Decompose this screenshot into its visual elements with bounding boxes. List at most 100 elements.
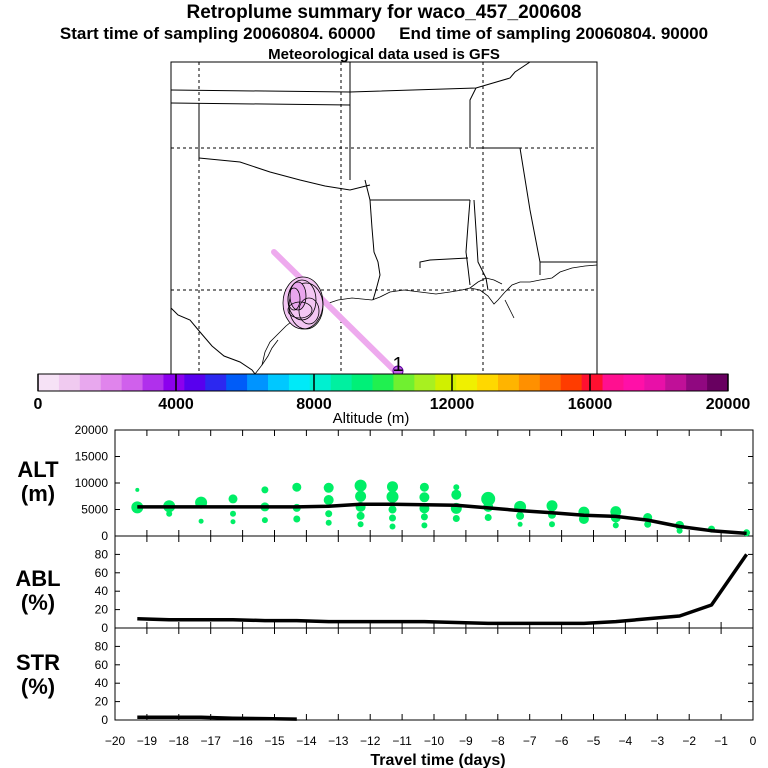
abl-y-tick-label: 40	[95, 584, 109, 598]
colorbar-cell	[205, 374, 227, 391]
colorbar-cell	[100, 374, 123, 391]
time-series-panels: ALT (m) ABL (%) STR (%) 0 5000 10000 15000 2…	[15, 423, 756, 768]
abl-y-tick-label: 20	[95, 603, 109, 617]
str-panel-unit: (%)	[21, 674, 55, 699]
colorbar-cell	[351, 374, 373, 391]
colorbar-tick-label: 12000	[430, 396, 475, 413]
str-panel-label: STR	[16, 650, 60, 675]
map-frame	[170, 61, 598, 375]
x-tick-label: −16	[232, 734, 253, 748]
alt-scatter-point	[676, 527, 683, 534]
str-y-tick-label: 0	[101, 713, 108, 727]
alt-scatter-point	[198, 518, 204, 524]
alt-panel-label: ALT	[17, 457, 59, 482]
alt-scatter-point	[481, 491, 496, 506]
colorbar-cell	[58, 374, 81, 391]
alt-scatter-point	[451, 489, 462, 500]
alt-y-tick-label: 0	[101, 529, 108, 543]
alt-scatter-point	[388, 505, 397, 514]
colorbar-cell	[581, 374, 603, 391]
alt-scatter-point	[517, 521, 523, 527]
x-tick-label: −17	[201, 734, 222, 748]
sampling-time-subtitle: Start time of sampling 20060804. 60000 E…	[59, 24, 709, 43]
alt-scatter-point	[419, 482, 429, 492]
alt-scatter-point	[387, 481, 398, 493]
colorbar-cell	[288, 374, 311, 391]
colorbar-cell	[477, 374, 499, 391]
x-tick-label: −19	[137, 734, 158, 748]
alt-y-tick-label: 20000	[75, 423, 109, 437]
x-tick-label: 0	[750, 734, 757, 748]
alt-scatter-point	[292, 482, 302, 492]
receptor-label: 1	[392, 354, 403, 376]
x-tick-label: −7	[523, 734, 537, 748]
x-tick-label: −14	[296, 734, 317, 748]
alt-scatter-point	[230, 510, 236, 517]
abl-panel-label: ABL	[15, 566, 60, 591]
abl-y-tick-label: 80	[95, 547, 109, 561]
alt-scatter-point	[421, 522, 428, 529]
alt-scatter-point	[356, 511, 365, 520]
x-tick-label: −13	[328, 734, 349, 748]
colorbar-tick-label: 4000	[158, 396, 194, 413]
x-tick-label: −10	[424, 734, 445, 748]
x-tick-label: −6	[555, 734, 569, 748]
colorbar-cell	[518, 374, 541, 391]
alt-scatter-point	[386, 490, 399, 503]
x-tick-label: −11	[392, 734, 412, 748]
abl-y-tick-label: 0	[101, 621, 108, 635]
alt-scatter-point	[389, 514, 396, 522]
colorbar-cell	[372, 374, 394, 391]
x-tick-label: −15	[264, 734, 285, 748]
chart-title: Retroplume summary for waco_457_200608	[186, 2, 582, 23]
alt-panel-unit: (m)	[21, 481, 55, 506]
plume-trace	[271, 249, 399, 375]
alt-scatter-point	[230, 519, 236, 525]
alt-scatter-point	[484, 514, 492, 521]
alt-y-tick-label: 5000	[81, 503, 108, 517]
alt-scatter-point	[325, 510, 333, 518]
alt-scatter-point	[420, 513, 428, 521]
x-tick-label: −1	[714, 734, 728, 748]
x-tick-label: −8	[491, 734, 505, 748]
abl-panel-unit: (%)	[21, 590, 55, 615]
colorbar-cell	[393, 374, 415, 391]
alt-scatter-point	[354, 479, 367, 492]
x-tick-label: −20	[105, 734, 126, 748]
colorbar-axis-label: Altitude (m)	[333, 410, 410, 427]
colorbar-cell	[644, 374, 666, 391]
alt-y-tick-label: 15000	[75, 450, 109, 464]
str-y-tick-label: 40	[95, 676, 109, 690]
colorbar-cell	[226, 374, 248, 391]
alt-scatter-point	[135, 487, 140, 492]
abl-line	[137, 553, 749, 626]
colorbar-cell	[686, 374, 708, 391]
str-line	[137, 715, 297, 721]
alt-scatter-point	[323, 482, 334, 493]
colorbar-cell	[560, 374, 583, 391]
colorbar-cell	[602, 374, 624, 391]
panels-frame	[114, 429, 754, 721]
alt-scatter-point	[549, 521, 555, 528]
colorbar-cell	[163, 374, 185, 391]
colorbar-tick-label: 0	[34, 396, 43, 413]
alt-scatter-point	[453, 484, 460, 491]
x-tick-label: −18	[169, 734, 190, 748]
colorbar-cell	[665, 374, 687, 391]
abl-y-tick-label: 60	[95, 566, 109, 580]
colorbar-cell	[268, 374, 290, 391]
colorbar-cell	[623, 374, 645, 391]
colorbar-cell	[414, 374, 436, 391]
colorbar-cell	[247, 374, 269, 391]
alt-scatter-point	[546, 500, 558, 512]
colorbar-cell	[121, 374, 143, 391]
alt-scatter-point	[357, 521, 364, 528]
alt-y-tick-label: 10000	[75, 476, 109, 490]
alt-scatter-point	[293, 515, 301, 523]
str-y-tick-label: 80	[95, 639, 109, 653]
colorbar-cell	[456, 374, 478, 391]
x-tick-label: −12	[360, 734, 381, 748]
map-state-borders	[170, 61, 597, 375]
colorbar-cell	[498, 374, 520, 391]
